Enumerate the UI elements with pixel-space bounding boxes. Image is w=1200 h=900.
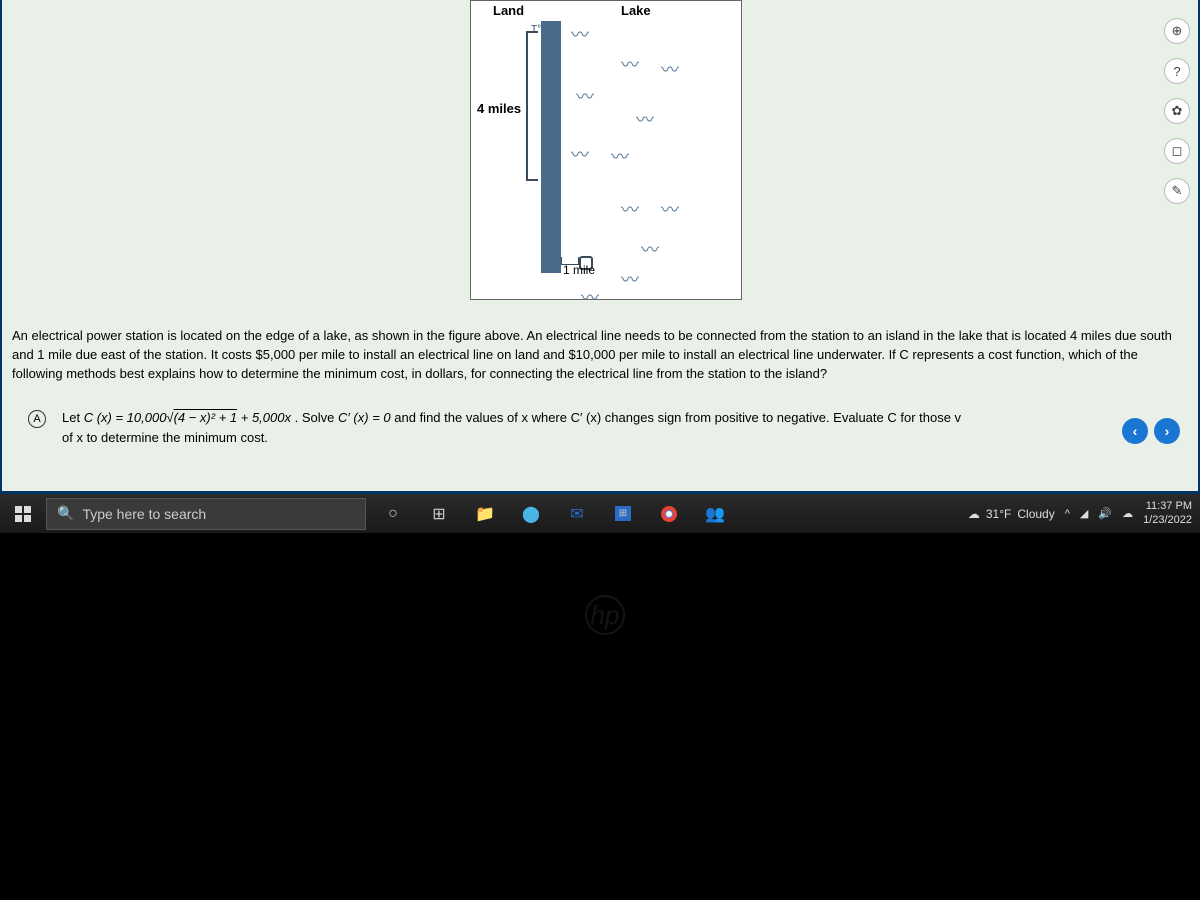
settings-icon[interactable]: ✿ [1164, 98, 1190, 124]
wave-icon: 〰 [661, 56, 679, 82]
wave-icon: 〰 [621, 266, 639, 292]
taskview-icon[interactable]: ⊞ [418, 494, 460, 534]
start-button[interactable] [0, 494, 46, 534]
option-letter-a: A [28, 410, 46, 428]
wave-icon: 〰 [636, 106, 654, 132]
vertical-bracket [526, 31, 538, 181]
opt-deriv: C′ (x) = 0 [338, 410, 391, 425]
prev-button[interactable]: ‹ [1122, 418, 1148, 444]
onedrive-icon[interactable]: ☁ [1122, 507, 1133, 520]
problem-figure: Land Lake T° 4 miles 1 mile 〰〰〰〰〰〰〰〰〰〰〰〰 [470, 0, 742, 300]
four-miles-label: 4 miles [477, 101, 521, 116]
chrome-icon[interactable] [648, 494, 690, 534]
cloud-icon: ☁ [968, 507, 980, 521]
cortana-icon[interactable]: ○ [372, 494, 414, 534]
help-icon[interactable]: ? [1164, 58, 1190, 84]
next-button[interactable]: › [1154, 418, 1180, 444]
search-icon: 🔍 [57, 505, 74, 522]
option-a[interactable]: A Let C (x) = 10,000√(4 − x)² + 1 + 5,00… [28, 408, 1128, 447]
weather-temp: 31°F [986, 507, 1011, 521]
wave-icon: 〰 [641, 236, 659, 262]
bracket-tick: T° [531, 24, 541, 35]
taskbar-app-icons: ○ ⊞ 📁 ⬤ ✉ ⊞ 👥 [372, 494, 736, 534]
side-toolbar: ⊕ ? ✿ ◻ ✎ [1164, 18, 1190, 204]
windows-icon [15, 506, 31, 522]
taskbar: 🔍 Type here to search ○ ⊞ 📁 ⬤ ✉ ⊞ 👥 ☁ 31… [0, 493, 1200, 533]
wave-icon: 〰 [571, 141, 589, 167]
content-area: Land Lake T° 4 miles 1 mile 〰〰〰〰〰〰〰〰〰〰〰〰… [0, 0, 1200, 493]
wave-icon: 〰 [621, 196, 639, 222]
volume-icon[interactable]: 🔊 [1098, 507, 1112, 520]
wave-icon: 〰 [611, 143, 629, 169]
wave-icon: 〰 [576, 83, 594, 109]
question-text: An electrical power station is located o… [12, 327, 1178, 384]
wave-icon: 〰 [581, 284, 599, 310]
wave-icon: 〰 [571, 21, 589, 47]
land-strip [541, 21, 561, 273]
land-label: Land [493, 3, 524, 18]
opt-formula: C (x) = 10,000√(4 − x)² + 1 + 5,000x [84, 410, 291, 425]
mail-icon[interactable]: ✉ [556, 494, 598, 534]
search-box[interactable]: 🔍 Type here to search [46, 498, 366, 530]
wave-icon: 〰 [661, 196, 679, 222]
opt-tail: of x to determine the minimum cost. [62, 430, 268, 445]
bookmark-icon[interactable]: ◻ [1164, 138, 1190, 164]
clock[interactable]: 11:37 PM 1/23/2022 [1143, 500, 1192, 526]
weather-cond: Cloudy [1017, 507, 1054, 521]
opt-prefix: Let [62, 410, 84, 425]
explorer-icon[interactable]: 📁 [464, 494, 506, 534]
weather-widget[interactable]: ☁ 31°F Cloudy [968, 507, 1055, 521]
option-a-text: Let C (x) = 10,000√(4 − x)² + 1 + 5,000x… [62, 408, 1128, 447]
date-text: 1/23/2022 [1143, 514, 1192, 527]
nav-buttons: ‹ › [1122, 418, 1180, 444]
lake-label: Lake [621, 3, 651, 18]
edge-icon[interactable]: ⬤ [510, 494, 552, 534]
teams-icon[interactable]: 👥 [694, 494, 736, 534]
taskbar-right: ☁ 31°F Cloudy ^ ◢ 🔊 ☁ 11:37 PM 1/23/2022 [968, 500, 1200, 526]
one-mile-label: 1 mile [563, 263, 595, 277]
search-placeholder: Type here to search [82, 506, 206, 522]
pen-icon[interactable]: ✎ [1164, 178, 1190, 204]
time-text: 11:37 PM [1143, 500, 1192, 513]
wave-icon: 〰 [621, 51, 639, 77]
zoom-icon[interactable]: ⊕ [1164, 18, 1190, 44]
opt-rest: and find the values of x where C′ (x) ch… [394, 410, 961, 425]
hp-logo: hp [585, 595, 625, 635]
opt-mid: . Solve [295, 410, 338, 425]
chevron-up-icon[interactable]: ^ [1065, 508, 1070, 520]
wifi-icon[interactable]: ◢ [1080, 507, 1088, 520]
store-icon[interactable]: ⊞ [602, 494, 644, 534]
